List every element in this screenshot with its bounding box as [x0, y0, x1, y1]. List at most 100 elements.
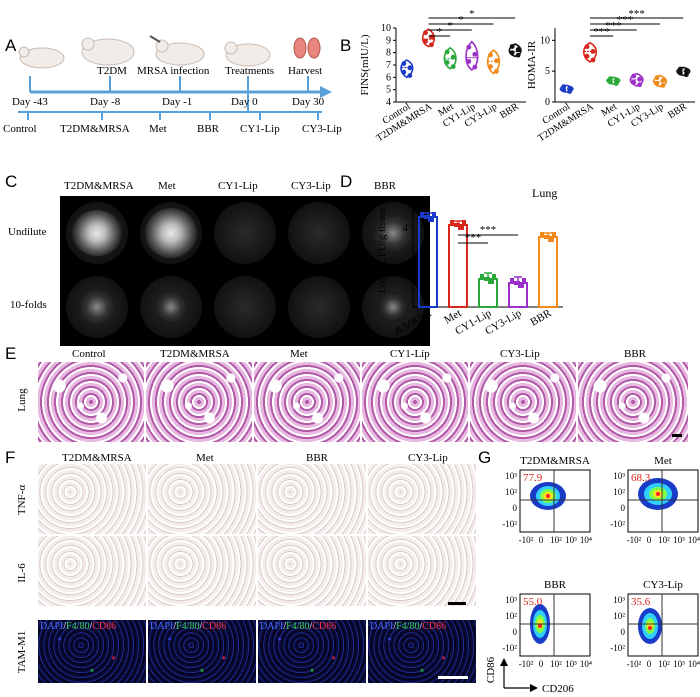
x-tick-label: 10⁴: [688, 535, 700, 545]
scale-bar: [438, 676, 468, 679]
data-point: [444, 49, 450, 55]
if-stain-legend: DAPI/F4/80/CD86: [370, 621, 446, 632]
x-tick-label: 0: [539, 659, 544, 669]
he-column-label: T2DM&MRSA: [160, 348, 230, 360]
x-tick-label: -10²: [519, 535, 534, 545]
data-point: [546, 235, 550, 239]
data-point: [683, 68, 689, 74]
y-tick-label: 8: [386, 48, 391, 59]
plate-row-label: Undilute: [8, 226, 47, 238]
data-point: [550, 238, 554, 242]
data-point: [407, 65, 413, 71]
day-label: Day -43: [12, 96, 48, 108]
density-contour: [546, 494, 550, 498]
y-axis-label: FINS(mIU/L): [359, 34, 371, 95]
y-tick-label: 4: [386, 97, 391, 108]
quadrant-percent: 68.3: [631, 472, 651, 484]
x-tick-label: -10²: [519, 659, 534, 669]
ihc-il6-image: [368, 536, 476, 606]
data-point: [520, 284, 524, 288]
data-point: [590, 57, 596, 63]
lung-icon: [293, 37, 321, 59]
petri-dish: [140, 202, 202, 264]
data-point: [607, 76, 613, 82]
scale-bar: [448, 602, 466, 605]
data-point: [488, 52, 493, 58]
petri-dish: [288, 202, 350, 264]
day-label: Day -1: [162, 96, 193, 108]
data-point: [444, 60, 450, 65]
ihc-row-label: TAM-M1: [16, 630, 28, 674]
day-label: Day -8: [90, 96, 121, 108]
data-point: [480, 274, 484, 278]
data-point: [456, 223, 460, 227]
plate-column-label: CY1-Lip: [218, 180, 258, 192]
data-point: [429, 42, 434, 48]
y-tick-label: -10²: [610, 519, 625, 529]
data-point: [430, 218, 434, 222]
y-tick-label: 5: [545, 66, 550, 77]
x-tick-label: -10²: [627, 659, 642, 669]
data-point: [492, 274, 496, 278]
petri-dish: [362, 202, 424, 264]
data-point: [432, 212, 436, 216]
data-point: [515, 52, 521, 58]
x-tick-label: 10²: [658, 535, 670, 545]
data-point: [462, 220, 466, 224]
significance-mark: ***: [628, 10, 645, 20]
if-image: [368, 620, 476, 683]
ylabel-rest: CFU/g tissue: [375, 206, 388, 268]
data-point: [401, 61, 407, 66]
timeline-illustration: [18, 35, 332, 120]
data-point: [420, 212, 424, 216]
mouse-icon-t2dm: [81, 37, 135, 66]
stage-label-harvest: Harvest: [288, 65, 323, 77]
petri-dish: [66, 276, 128, 338]
f480-label: F4/80: [176, 621, 200, 632]
mouse-icon-treatment: [224, 41, 271, 67]
cd86-label: CD86: [422, 621, 447, 632]
y-tick-label: 10²: [613, 611, 625, 621]
x-tick-label: 10²: [550, 535, 562, 545]
if-image: [148, 620, 256, 683]
mouse-icon-infection: [149, 35, 205, 66]
ihc-row-label: IL-6: [16, 563, 28, 583]
data-point: [423, 30, 428, 36]
if-image: [38, 620, 146, 683]
ihc-column-label: CY3-Lip: [408, 452, 448, 464]
dapi-label: DAPI: [40, 621, 64, 632]
data-point: [637, 82, 643, 88]
he-image: [38, 362, 144, 442]
data-point: [683, 72, 689, 78]
ylabel-main: Log: [375, 275, 388, 294]
x-tick-label: 10³: [673, 535, 685, 545]
f480-label: F4/80: [66, 621, 90, 632]
density-contour: [648, 626, 652, 630]
he-column-label: BBR: [624, 348, 647, 360]
x-tick-label: -10²: [627, 535, 642, 545]
data-point: [494, 58, 499, 64]
data-point: [516, 281, 520, 285]
data-point: [460, 226, 464, 230]
quadrant-percent: 55.0: [523, 596, 543, 608]
ihc-il6-image: [148, 536, 256, 606]
flow-plot-title: Met: [654, 455, 672, 467]
y-tick-label: 10³: [505, 471, 517, 481]
mouse-icon: [18, 46, 65, 69]
y-tick-label: 10²: [613, 487, 625, 497]
data-point: [567, 89, 573, 94]
data-point: [654, 75, 660, 81]
data-point: [472, 64, 478, 70]
data-point: [494, 68, 499, 74]
stage-label-t2dm: T2DM: [97, 65, 127, 77]
ihc-row-label: TNF-α: [16, 484, 28, 516]
violin: [443, 46, 457, 70]
ihc-tnf-image: [258, 464, 366, 534]
cd86-label: CD86: [202, 621, 227, 632]
x-tick-label: 10³: [565, 659, 577, 669]
separator: /: [283, 621, 287, 632]
data-point: [613, 81, 619, 86]
f480-label: F4/80: [286, 621, 310, 632]
flow-plot-title: T2DM&MRSA: [520, 455, 590, 467]
